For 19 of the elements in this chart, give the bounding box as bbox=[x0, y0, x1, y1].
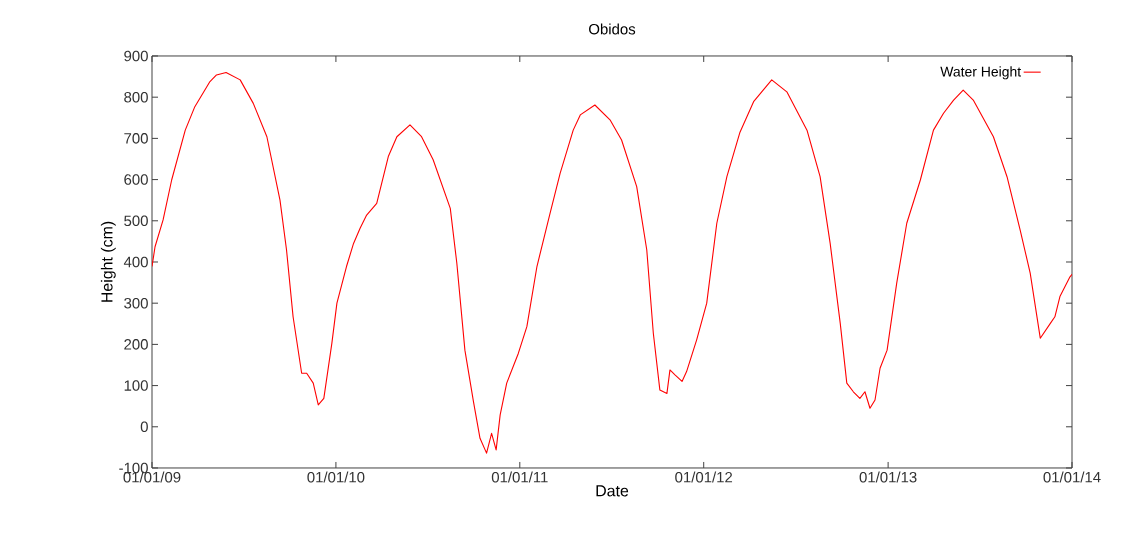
y-tick-label: 600 bbox=[124, 174, 148, 185]
x-tick-label: 01/01/12 bbox=[675, 471, 733, 483]
y-tick-label: 400 bbox=[123, 256, 148, 268]
x-tick-label: 01/01/10 bbox=[307, 471, 365, 483]
y-tick-label: 100 bbox=[124, 380, 148, 391]
chart-title: Obidos bbox=[589, 23, 636, 35]
x-tick-label: 01/01/13 bbox=[859, 471, 917, 483]
x-axis-title: Date bbox=[596, 485, 629, 497]
y-axis-title: Height (cm) bbox=[100, 221, 116, 302]
y-tick-label: 900 bbox=[124, 50, 148, 62]
y-tick-label: 300 bbox=[124, 297, 148, 309]
x-tick-label: 01/01/14 bbox=[1043, 471, 1101, 483]
x-tick-label: 01/01/11 bbox=[491, 471, 548, 483]
y-tick-label: 200 bbox=[124, 339, 148, 350]
legend-label: Water Height bbox=[940, 66, 1022, 80]
y-tick-label: 0 bbox=[140, 421, 148, 433]
y-tick-label: 700 bbox=[124, 133, 148, 144]
y-tick-label: 800 bbox=[124, 91, 148, 103]
y-tick-label: 500 bbox=[124, 215, 148, 227]
